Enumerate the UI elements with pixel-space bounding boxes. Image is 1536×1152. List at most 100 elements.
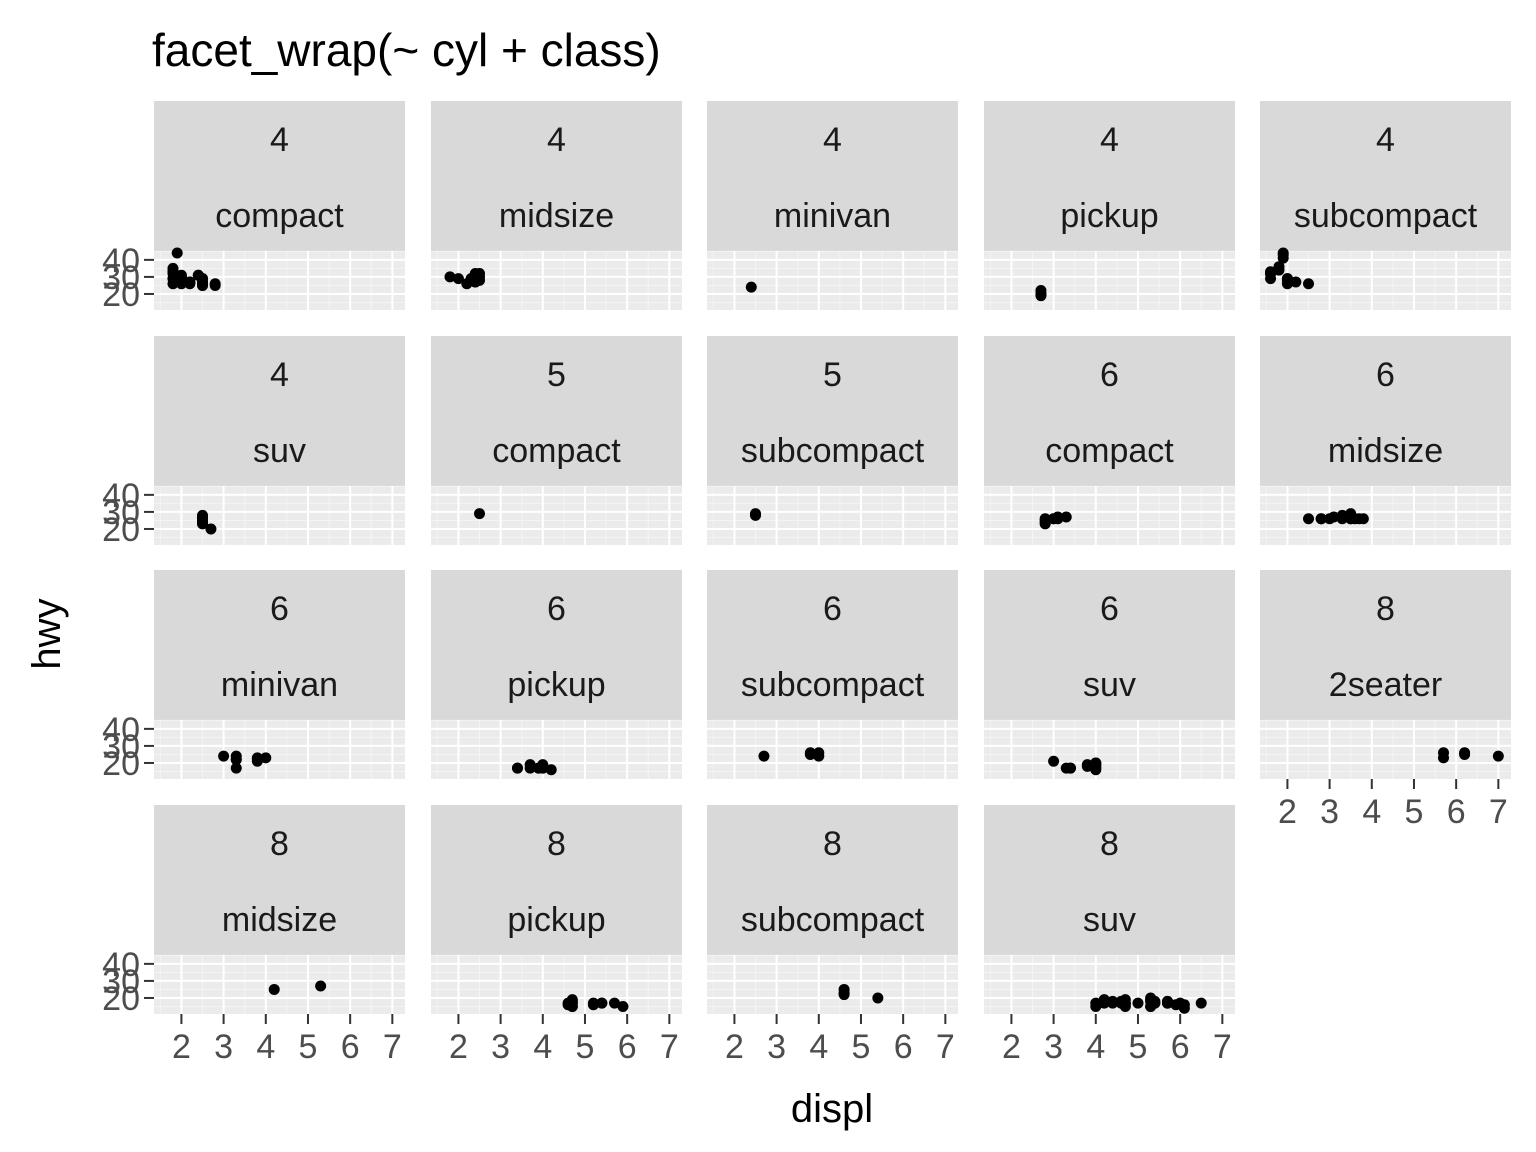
strip-label-cyl: 6: [1100, 356, 1119, 394]
x-tick-label: 6: [341, 1028, 360, 1066]
strip-label-class: midsize: [222, 901, 337, 939]
data-point: [167, 278, 179, 290]
y-tick-label: 20: [102, 980, 140, 1018]
strip-background: [431, 570, 682, 720]
data-point: [1303, 278, 1315, 290]
strip-label-class: compact: [215, 197, 344, 235]
strip-background: [707, 805, 958, 955]
data-point: [1345, 513, 1357, 525]
strip-label-class: suv: [253, 432, 306, 470]
data-point: [745, 281, 757, 293]
strip-label-class: suv: [1083, 901, 1136, 939]
data-point: [1107, 995, 1119, 1007]
data-point: [562, 999, 574, 1011]
strip-label-class: subcompact: [741, 666, 925, 704]
x-tick-label: 2: [449, 1028, 468, 1066]
data-point: [175, 278, 187, 290]
data-point: [268, 983, 280, 995]
chart-title: facet_wrap(~ cyl + class): [152, 24, 661, 76]
strip-label-cyl: 6: [1376, 356, 1395, 394]
data-point: [230, 754, 242, 766]
strip-background: [1260, 336, 1511, 486]
x-tick-label: 3: [491, 1028, 510, 1066]
data-point: [1265, 268, 1277, 280]
x-tick-label: 7: [383, 1028, 402, 1066]
facet-panel: 6 subcompact: [707, 570, 958, 779]
strip-background: [1260, 570, 1511, 720]
x-tick-label: 6: [618, 1028, 637, 1066]
strip-background: [431, 101, 682, 251]
strip-background: [154, 101, 405, 251]
strip-label-class: pickup: [507, 901, 605, 939]
data-point: [260, 752, 272, 764]
facet-panel: 5 subcompact: [707, 336, 958, 545]
data-point: [758, 750, 770, 762]
data-point: [1459, 748, 1471, 760]
data-point: [1178, 1002, 1190, 1014]
facet-panels: 4compact2030404midsize4minivan4pickup4su…: [102, 101, 1511, 1066]
data-point: [609, 997, 621, 1009]
strip-label-class: pickup: [1060, 197, 1158, 235]
strip-background: [431, 805, 682, 955]
y-tick-label: 20: [102, 511, 140, 549]
x-tick-label: 4: [533, 1028, 552, 1066]
strip-label-class: minivan: [774, 197, 891, 235]
strip-background: [154, 570, 405, 720]
strip-background: [707, 336, 958, 486]
data-point: [1035, 290, 1047, 302]
strip-label-class: compact: [492, 432, 621, 470]
y-tick-label: 40: [102, 242, 140, 280]
data-point: [230, 762, 242, 774]
data-point: [197, 279, 209, 291]
strip-background: [431, 336, 682, 486]
data-point: [1303, 513, 1315, 525]
data-point: [1098, 994, 1110, 1006]
y-tick-label: 40: [102, 711, 140, 749]
x-tick-label: 5: [576, 1028, 595, 1066]
strip-label-cyl: 4: [270, 121, 289, 159]
data-point: [1162, 997, 1174, 1009]
data-point: [1170, 999, 1182, 1011]
strip-label-cyl: 4: [823, 121, 842, 159]
data-point: [587, 999, 599, 1011]
strip-label-class: pickup: [507, 666, 605, 704]
facet-panel: 8 suv 2 3 4 5 6 7: [984, 805, 1235, 1066]
y-tick-label: 30: [102, 728, 140, 766]
strip-label-cyl: 8: [1100, 825, 1119, 863]
data-point: [1277, 249, 1289, 261]
data-point: [813, 750, 825, 762]
x-tick-label: 3: [767, 1028, 786, 1066]
strip-label-cyl: 5: [823, 356, 842, 394]
x-tick-label: 6: [894, 1028, 913, 1066]
strip-background: [984, 101, 1235, 251]
x-tick-label: 7: [660, 1028, 679, 1066]
y-tick-label: 30: [102, 963, 140, 1001]
strip-label-cyl: 5: [547, 356, 566, 394]
data-point: [1048, 513, 1060, 525]
x-tick-label: 3: [214, 1028, 233, 1066]
data-point: [1132, 997, 1144, 1009]
data-point: [444, 271, 456, 283]
strip-label-cyl: 6: [823, 590, 842, 628]
data-point: [209, 279, 221, 291]
strip-background: [154, 336, 405, 486]
data-point: [167, 266, 179, 278]
strip-label-class: minivan: [221, 666, 338, 704]
x-tick-label: 7: [936, 1028, 955, 1066]
strip-label-cyl: 8: [1376, 590, 1395, 628]
data-point: [1048, 755, 1060, 767]
x-tick-label: 5: [1405, 793, 1424, 831]
strip-label-class: suv: [1083, 666, 1136, 704]
data-point: [511, 762, 523, 774]
y-tick-label: 40: [102, 946, 140, 984]
strip-label-cyl: 6: [1100, 590, 1119, 628]
data-point: [205, 523, 217, 535]
data-point: [1149, 997, 1161, 1009]
strip-label-class: midsize: [1328, 432, 1443, 470]
x-tick-label: 6: [1171, 1028, 1190, 1066]
data-point: [474, 508, 486, 520]
data-point: [617, 1000, 629, 1012]
